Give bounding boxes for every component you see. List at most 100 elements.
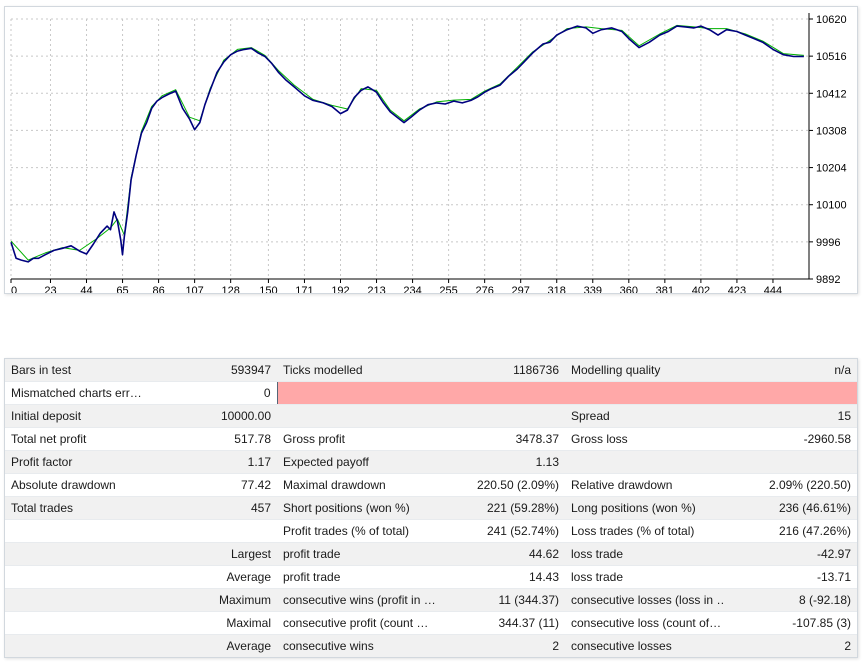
report-row: Bars in test 593947 Ticks modelled 1186736 M… [5, 359, 857, 382]
balance-chart-panel: 10620 10516 10412 10308 10204 10100 9996 9892 0 2… [4, 6, 858, 294]
x-tick-label: 23 [44, 285, 56, 293]
x-tick-label: 402 [692, 285, 710, 293]
report-row: Profit trades (% of total) 241 (52.74%) Lo… [5, 519, 857, 543]
report-cell: loss trade [565, 565, 725, 589]
report-cell: Total net profit [5, 427, 161, 451]
x-tick-label: 128 [221, 285, 239, 293]
report-cell: 457 [161, 496, 277, 520]
report-cell: -2960.58 [725, 427, 857, 451]
report-cell: 77.42 [161, 473, 277, 497]
report-cell: 216 (47.26%) [725, 519, 857, 543]
report-cell [161, 519, 277, 543]
report-cell: 221 (59.28%) [437, 496, 565, 520]
report-row: Initial deposit 10000.00 Spread 15 [5, 404, 857, 428]
report-cell [5, 634, 161, 657]
report-cell: 44.62 [437, 542, 565, 566]
report-cell [5, 542, 161, 566]
x-tick-label: 213 [367, 285, 385, 293]
report-cell: Ticks modelled [277, 359, 437, 382]
report-cell: -13.71 [725, 565, 857, 589]
report-cell: profit trade [277, 542, 437, 566]
report-cell [5, 519, 161, 543]
report-cell: consecutive wins (profit in … [277, 588, 437, 612]
report-cell: 0 [161, 381, 277, 405]
report-row: Maximum consecutive wins (profit in … 11 (… [5, 588, 857, 612]
x-tick-label: 192 [331, 285, 349, 293]
report-cell: 2 [437, 634, 565, 657]
report-cell: Gross profit [277, 427, 437, 451]
report-table: Bars in test 593947 Ticks modelled 1186736 M… [5, 359, 857, 657]
report-cell: profit trade [277, 565, 437, 589]
report-cell: 236 (46.61%) [725, 496, 857, 520]
report-cell: loss trade [565, 542, 725, 566]
report-cell: Absolute drawdown [5, 473, 161, 497]
report-cell: 10000.00 [161, 404, 277, 428]
report-cell: -42.97 [725, 542, 857, 566]
report-cell [725, 450, 857, 474]
report-cell: 344.37 (11) [437, 611, 565, 635]
report-row: Total trades 457 Short positions (won %) 22… [5, 496, 857, 520]
series-line-equity [10, 24, 804, 261]
report-row: Absolute drawdown 77.42 Maximal drawdown 22… [5, 473, 857, 497]
x-tick-label: 171 [295, 285, 313, 293]
report-cell: Maximum [161, 588, 277, 612]
y-tick-label: 10620 [816, 14, 847, 26]
x-tick-label: 339 [584, 285, 602, 293]
x-tick-label: 444 [764, 285, 782, 293]
report-cell: 593947 [161, 359, 277, 382]
report-cell: 1186736 [437, 359, 565, 382]
report-cell: Average [161, 565, 277, 589]
y-tick-label: 10100 [816, 200, 847, 212]
balance-chart: 10620 10516 10412 10308 10204 10100 9996 9892 0 2… [10, 13, 847, 293]
report-cell: consecutive profit (count … [277, 611, 437, 635]
y-tick-label: 10204 [816, 163, 847, 175]
x-tick-label: 86 [152, 285, 164, 293]
x-tick-label: 381 [656, 285, 674, 293]
x-tick-label: 234 [403, 285, 421, 293]
report-cell: 2 [725, 634, 857, 657]
report-cell: 220.50 (2.09%) [437, 473, 565, 497]
report-cell: Modelling quality [565, 359, 725, 382]
x-tick-label: 360 [620, 285, 638, 293]
report-cell: Short positions (won %) [277, 496, 437, 520]
report-row: Total net profit 517.78 Gross profit 3478.3… [5, 427, 857, 451]
y-tick-label: 9892 [816, 274, 840, 286]
report-cell: 517.78 [161, 427, 277, 451]
report-row: Average profit trade 14.43 loss trade -13.71 [5, 565, 857, 589]
y-tick-label: 9996 [816, 237, 840, 249]
report-cell: 2.09% (220.50) [725, 473, 857, 497]
report-cell: Profit trades (% of total) [277, 519, 437, 543]
x-tick-label: 44 [80, 285, 92, 293]
report-cell: Expected payoff [277, 450, 437, 474]
report-cell: Average [161, 634, 277, 657]
report-row: Mismatched charts err… 0 [5, 381, 857, 405]
report-cell: 11 (344.37) [437, 588, 565, 612]
report-cell: Spread [565, 404, 725, 428]
report-cell: Long positions (won %) [565, 496, 725, 520]
report-cell [437, 404, 565, 428]
report-cell: Maximal [161, 611, 277, 635]
series-line-balance [10, 25, 804, 263]
report-cell [5, 588, 161, 612]
x-tick-label: 318 [548, 285, 566, 293]
y-tick-label: 10308 [816, 125, 847, 137]
mismatch-error-bar [276, 381, 857, 405]
report-cell: Total trades [5, 496, 161, 520]
report-cell: Gross loss [565, 427, 725, 451]
y-tick-label: 10412 [816, 88, 847, 100]
report-cell: consecutive wins [277, 634, 437, 657]
x-tick-label: 297 [512, 285, 530, 293]
report-panel: Bars in test 593947 Ticks modelled 1186736 M… [4, 358, 858, 658]
x-tick-label: 150 [259, 285, 277, 293]
report-cell: n/a [725, 359, 857, 382]
report-cell [5, 611, 161, 635]
report-cell: Mismatched charts err… [5, 381, 161, 405]
report-cell: -107.85 (3) [725, 611, 857, 635]
report-cell: Maximal drawdown [277, 473, 437, 497]
x-tick-label: 65 [116, 285, 128, 293]
report-cell [5, 565, 161, 589]
report-row: Largest profit trade 44.62 loss trade -42.97 [5, 542, 857, 566]
report-cell: 15 [725, 404, 857, 428]
report-cell: 1.17 [161, 450, 277, 474]
report-cell: 8 (-92.18) [725, 588, 857, 612]
